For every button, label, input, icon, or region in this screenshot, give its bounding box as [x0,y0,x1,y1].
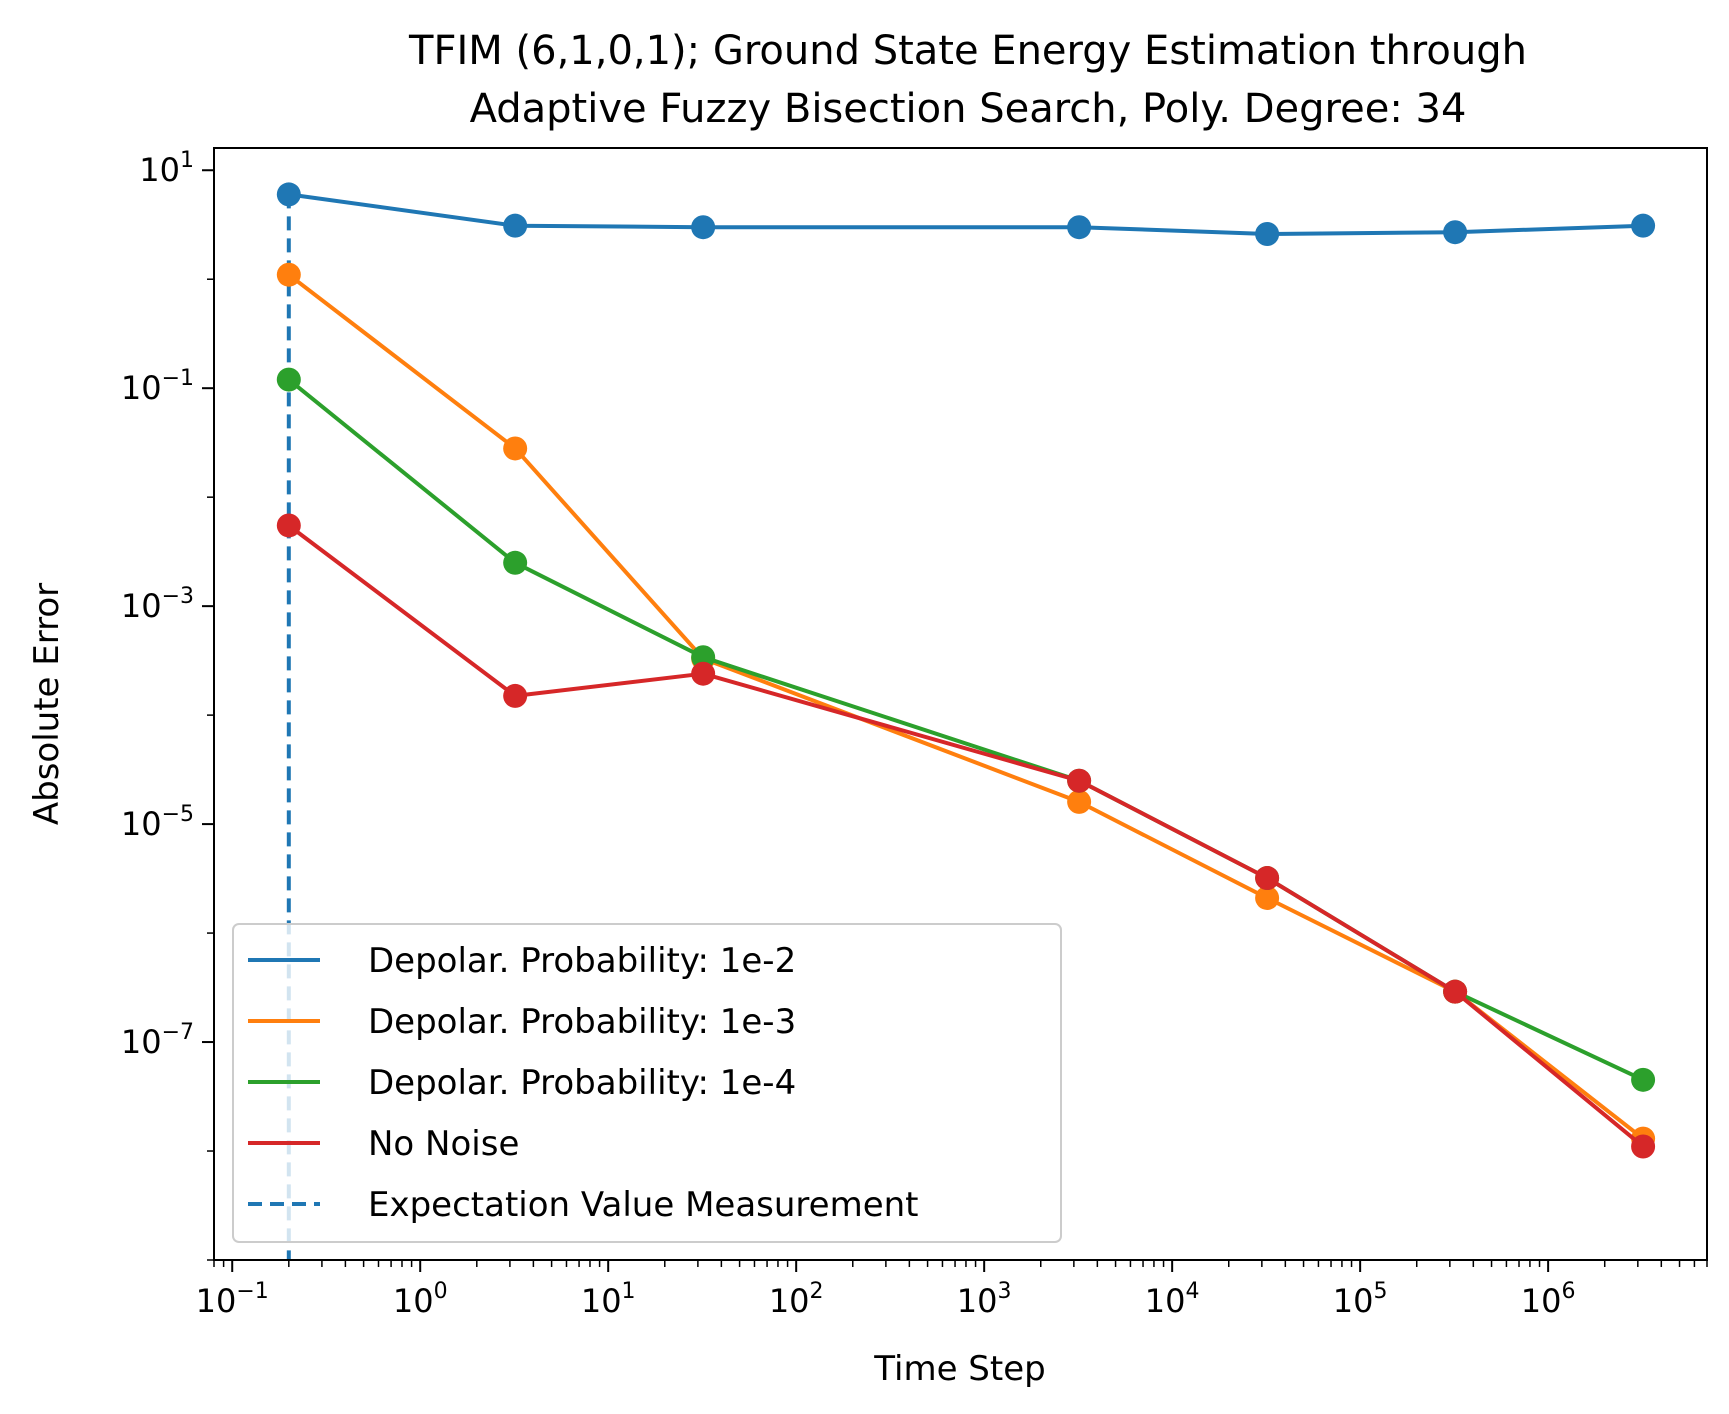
y-axis-label: Absolute Error [27,583,67,825]
legend-label: Depolar. Probability: 1e-3 [368,1002,796,1042]
x-tick-exponent: 4 [1186,1279,1200,1304]
x-tick-exponent: 3 [998,1279,1012,1304]
x-tick-exponent: 5 [1374,1279,1388,1304]
y-tick-base: 10 [121,587,162,625]
x-tick-exponent: −1 [236,1279,268,1304]
x-tick-base: 10 [1333,1282,1374,1320]
y-tick-label: 10−7 [121,1020,194,1061]
y-tick-exponent: −1 [162,366,194,391]
y-tick-base: 10 [121,805,162,843]
chart-title-line-1: TFIM (6,1,0,1); Ground State Energy Esti… [408,28,1527,74]
series-0-point [1443,220,1468,245]
x-tick-base: 10 [1521,1282,1562,1320]
series-3-point [503,683,528,708]
series-3-point [1067,768,1092,793]
y-tick-base: 10 [121,1023,162,1061]
series-0-point [1631,213,1656,238]
legend-label: Depolar. Probability: 1e-2 [368,941,796,981]
series-3-point [1631,1134,1656,1159]
plot-frame [213,147,1708,1261]
y-tick-label: 10−1 [121,366,194,407]
y-tick-base: 10 [139,151,180,189]
series-0-point [503,213,528,238]
x-tick-exponent: 6 [1561,1279,1575,1304]
x-tick-base: 10 [1145,1282,1186,1320]
x-tick-label: 100 [393,1279,448,1320]
series-2-point [503,550,528,575]
series-0-point [276,182,301,207]
x-axis-ticks: 10−1 100 101 102 103 104 105 106 [196,1260,1708,1320]
x-tick-base: 10 [957,1282,998,1320]
series-0-point [691,215,716,240]
series-3-point [276,513,301,538]
y-tick-label: 10−3 [121,584,194,625]
chart-title-line-2: Adaptive Fuzzy Bisection Search, Poly. D… [470,86,1467,132]
y-tick-exponent: −5 [162,802,194,827]
legend-box [232,923,1062,1243]
series-1-point [503,436,528,461]
x-tick-label: 103 [957,1279,1012,1320]
x-axis-label: Time Step [873,1349,1045,1389]
series-2-point [691,645,716,670]
y-tick-label: 101 [139,148,194,189]
series-3-point [1255,866,1280,891]
x-tick-label: 10−1 [196,1279,269,1320]
legend: Depolar. Probability: 1e-2 Depolar. Proba… [232,923,1062,1243]
legend-label: No Noise [368,1124,519,1164]
x-tick-label: 105 [1333,1279,1388,1320]
plot-data-layer [276,182,1656,1260]
y-tick-exponent: −7 [162,1020,194,1045]
x-tick-base: 10 [393,1282,434,1320]
x-tick-base: 10 [769,1282,810,1320]
x-tick-base: 10 [196,1282,237,1320]
series-1-point [276,262,301,287]
x-tick-label: 106 [1521,1279,1576,1320]
series-0-point [1255,221,1280,246]
series-0-point [1067,215,1092,240]
x-tick-base: 10 [581,1282,622,1320]
x-tick-exponent: 2 [810,1279,824,1304]
series-3-point [1443,979,1468,1004]
legend-label: Depolar. Probability: 1e-4 [368,1063,796,1103]
series-1-point [1067,789,1092,814]
y-tick-exponent: 1 [180,148,194,173]
x-tick-exponent: 0 [434,1279,448,1304]
x-tick-label: 101 [581,1279,636,1320]
y-tick-base: 10 [121,369,162,407]
y-tick-label: 10−5 [121,802,194,843]
y-tick-exponent: −3 [162,584,194,609]
x-tick-label: 104 [1145,1279,1200,1320]
series-2-point [276,367,301,392]
series-3-point [691,661,716,686]
x-tick-label: 102 [769,1279,824,1320]
series-2-point [1631,1067,1656,1092]
series-1-point [1255,885,1280,910]
legend-label: Expectation Value Measurement [368,1185,919,1225]
x-tick-exponent: 1 [622,1279,636,1304]
